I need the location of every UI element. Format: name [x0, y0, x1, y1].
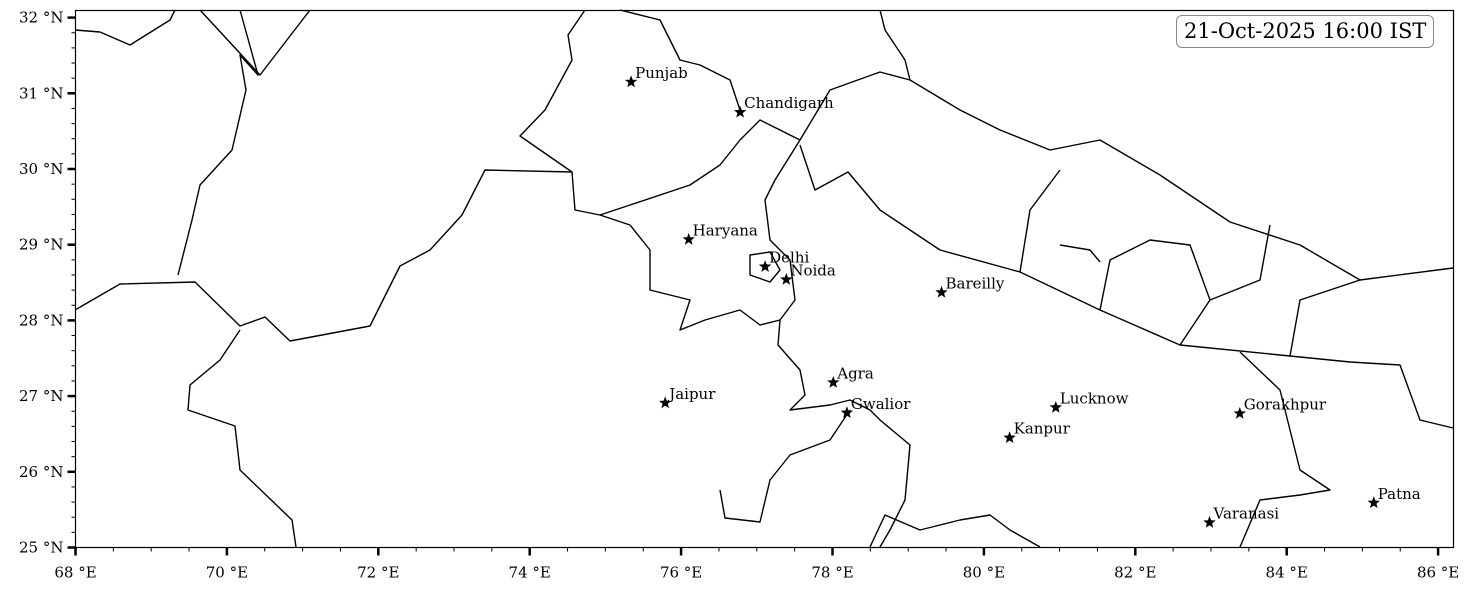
- x-tick-label: 74 °E: [509, 564, 551, 582]
- city-label: Noida: [790, 262, 836, 280]
- star-icon: [1233, 407, 1246, 419]
- city-lucknow: Lucknow: [1049, 389, 1129, 413]
- boundary-up-bihar: [1239, 351, 1331, 548]
- x-tick-label: 86 °E: [1417, 564, 1459, 582]
- city-label: Gwalior: [851, 395, 911, 413]
- boundary-nepal-north: [909, 79, 1454, 281]
- boundary-nepal-provinces: [1019, 169, 1361, 357]
- city-label: Bareilly: [946, 274, 1005, 292]
- x-tick-label: 84 °E: [1266, 564, 1308, 582]
- boundary-west-1: [177, 9, 259, 276]
- x-tick-label: 82 °E: [1114, 564, 1156, 582]
- boundary-uttarakhand-north: [799, 9, 911, 141]
- star-icon: [682, 232, 695, 245]
- star-icon: [1203, 516, 1216, 528]
- boundary-pakistan-india: [74, 9, 586, 342]
- city-label: Jaipur: [667, 385, 716, 403]
- x-tick-label: 80 °E: [963, 564, 1005, 582]
- star-icon: [1367, 496, 1380, 509]
- city-jaipur: Jaipur: [659, 385, 716, 409]
- city-varanasi: Varanasi: [1203, 505, 1279, 528]
- star-icon: [780, 273, 793, 285]
- city-kanpur: Kanpur: [1003, 420, 1071, 443]
- star-icon: [1049, 401, 1062, 413]
- star-icon: [659, 396, 672, 409]
- y-tick-label: 31 °N: [19, 84, 63, 102]
- boundary-nepal-south: [799, 144, 1454, 429]
- star-icon: [734, 105, 747, 118]
- y-tick-label: 27 °N: [19, 387, 63, 405]
- boundary-delhi: [749, 251, 781, 283]
- city-chandigarh: Chandigarh: [734, 94, 834, 118]
- x-tick-label: 76 °E: [660, 564, 702, 582]
- city-punjab: Punjab: [625, 64, 688, 88]
- city-label: Varanasi: [1212, 505, 1279, 523]
- city-noida: Noida: [780, 262, 836, 285]
- boundary-punjab-north: [619, 9, 741, 111]
- city-label: Punjab: [635, 64, 688, 82]
- y-tick-label: 25 °N: [19, 539, 63, 557]
- boundary-west-2: [187, 329, 297, 548]
- y-tick-label: 28 °N: [19, 311, 63, 329]
- city-gwalior: Gwalior: [840, 395, 911, 418]
- city-label: Haryana: [693, 221, 758, 239]
- boundary-west-3: [74, 9, 311, 76]
- y-tick-label: 26 °N: [19, 463, 63, 481]
- city-bareilly: Bareilly: [935, 274, 1005, 298]
- boundary-south: [869, 514, 1041, 548]
- city-delhi: Delhi: [758, 249, 809, 272]
- y-tick-label: 29 °N: [19, 236, 63, 254]
- star-icon: [935, 285, 948, 298]
- star-icon: [1003, 431, 1016, 443]
- city-patna: Patna: [1367, 485, 1421, 509]
- boundary-mp: [719, 409, 851, 523]
- star-icon: [625, 75, 638, 88]
- boundary-haryana-rajasthan: [599, 139, 801, 331]
- city-label: Lucknow: [1060, 389, 1129, 407]
- x-tick-label: 72 °E: [357, 564, 399, 582]
- city-agra: Agra: [827, 364, 874, 388]
- city-label: Chandigarh: [744, 94, 834, 112]
- star-icon: [827, 376, 840, 388]
- city-label: Kanpur: [1014, 420, 1071, 438]
- boundaries: [74, 9, 1454, 548]
- x-tick-label: 68 °E: [54, 564, 96, 582]
- plot-frame: [74, 9, 1455, 549]
- y-tick-label: 30 °N: [19, 160, 63, 178]
- city-haryana: Haryana: [682, 221, 758, 245]
- boundary-punjab: [571, 119, 801, 216]
- city-label: Agra: [836, 364, 874, 382]
- city-label: Delhi: [769, 249, 809, 267]
- city-label: Gorakhpur: [1244, 396, 1327, 414]
- x-tick-label: 78 °E: [811, 564, 853, 582]
- x-axis: 68 °E 70 °E 72 °E 74 °E 76 °E 78 °E 80 °E 82 °E…: [54, 547, 1459, 582]
- city-gorakhpur: Gorakhpur: [1233, 396, 1327, 419]
- star-icon: [758, 260, 772, 272]
- star-icon: [840, 406, 854, 418]
- boundary-up-rajasthan: [777, 319, 911, 548]
- timestamp-label: 21-Oct-2025 16:00 IST: [1176, 15, 1435, 48]
- city-label: Patna: [1378, 485, 1421, 503]
- x-tick-label: 70 °E: [206, 564, 248, 582]
- y-tick-label: 32 °N: [19, 9, 63, 27]
- y-axis: 25 °N 26 °N 27 °N 28 °N 29 °N 30 °N 31 °N 32 °N: [19, 9, 76, 557]
